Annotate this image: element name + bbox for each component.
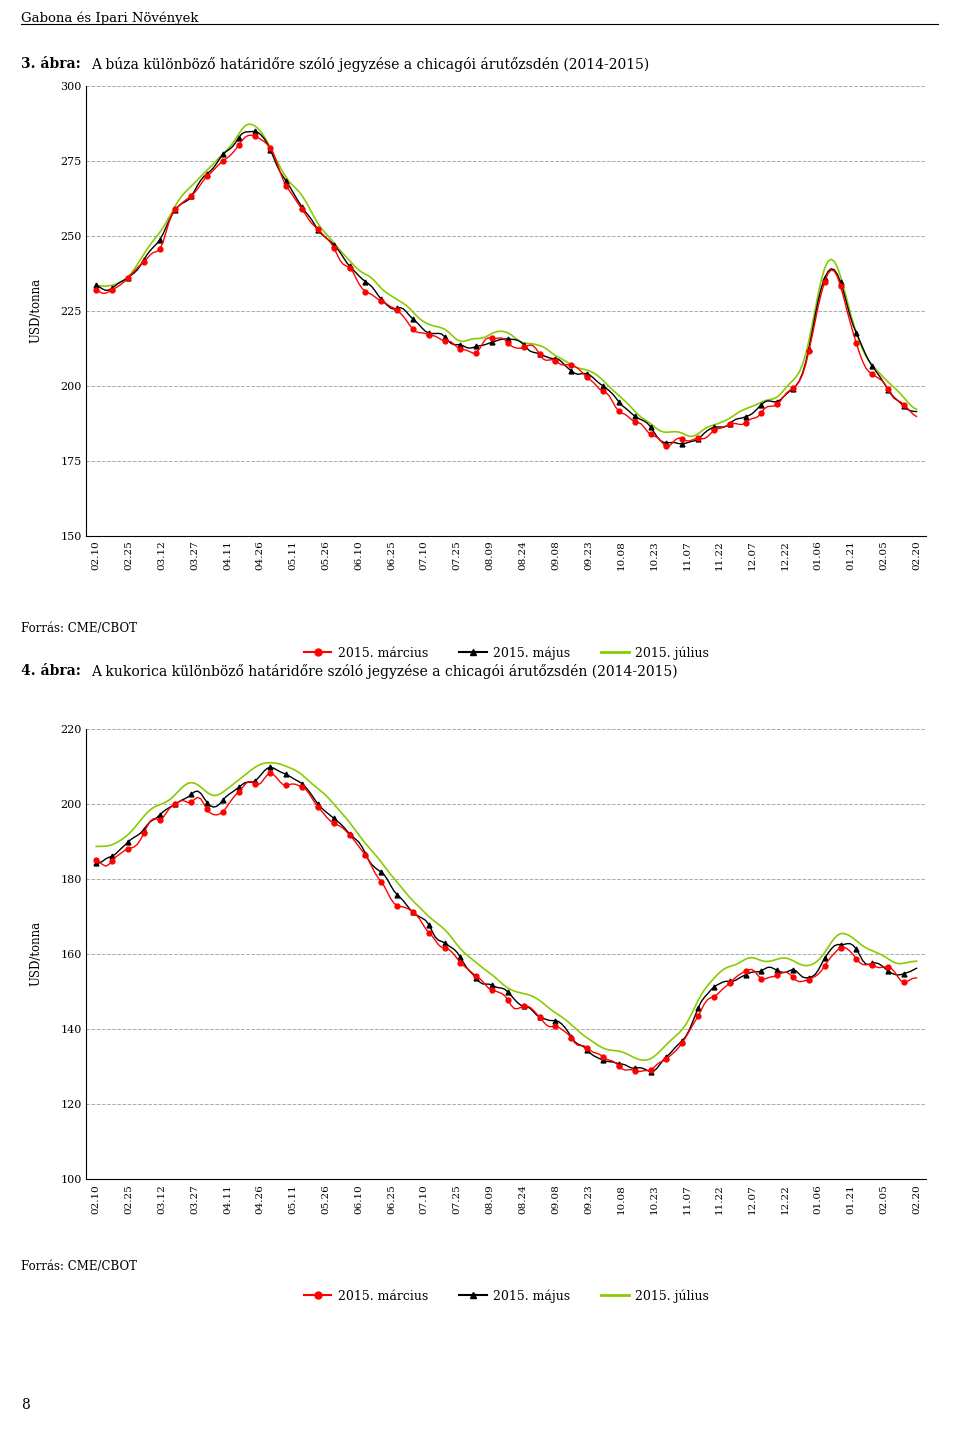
Text: 4. ábra:: 4. ábra:	[21, 664, 81, 679]
Text: 8: 8	[21, 1398, 30, 1412]
Text: Forrás: CME/CBOT: Forrás: CME/CBOT	[21, 1260, 137, 1273]
Legend: 2015. március, 2015. május, 2015. július: 2015. március, 2015. május, 2015. július	[299, 1285, 714, 1308]
Text: Forrás: CME/CBOT: Forrás: CME/CBOT	[21, 622, 137, 634]
Text: A búza különböző határidőre szóló jegyzése a chicagói árutőzsdén (2014-2015): A búza különböző határidőre szóló jegyzé…	[91, 57, 650, 71]
Y-axis label: USD/tonna: USD/tonna	[30, 279, 42, 343]
Text: 3. ábra:: 3. ábra:	[21, 57, 81, 71]
Text: Gabona és Ipari Növények: Gabona és Ipari Növények	[21, 11, 199, 24]
Legend: 2015. március, 2015. május, 2015. július: 2015. március, 2015. május, 2015. július	[299, 642, 714, 664]
Text: A kukorica különböző határidőre szóló jegyzése a chicagói árutőzsdén (2014-2015): A kukorica különböző határidőre szóló je…	[91, 664, 678, 679]
Y-axis label: USD/tonna: USD/tonna	[30, 922, 42, 986]
